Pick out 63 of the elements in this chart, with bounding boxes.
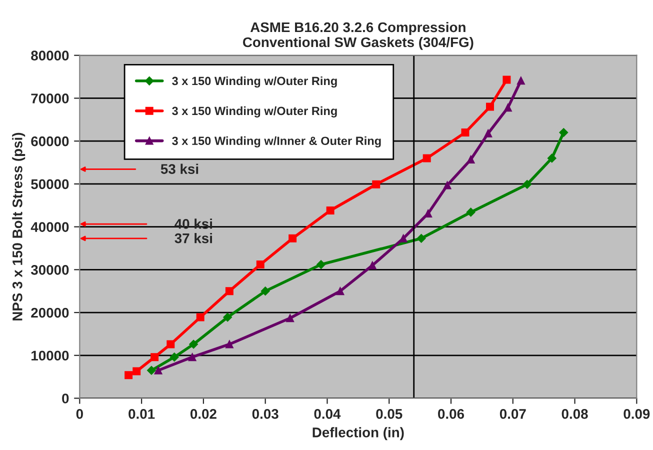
point xyxy=(336,287,344,296)
point xyxy=(256,260,264,269)
point xyxy=(196,313,204,322)
y-tick-label: 20000 xyxy=(31,308,69,318)
point xyxy=(225,287,234,296)
point xyxy=(170,352,179,362)
point xyxy=(416,234,426,243)
y-tick-label: 40000 xyxy=(30,222,69,232)
annotation: 37 ksi xyxy=(174,233,212,244)
point xyxy=(486,102,494,111)
point xyxy=(326,206,334,215)
point xyxy=(316,260,326,269)
x-tick-label: 0.09 xyxy=(624,409,650,419)
point xyxy=(422,154,431,162)
x-tick-label: 0.05 xyxy=(376,409,402,419)
point xyxy=(150,353,159,362)
point xyxy=(124,371,133,380)
point xyxy=(288,234,297,242)
point xyxy=(372,180,380,188)
point xyxy=(132,367,141,376)
x-tick-label: 0.08 xyxy=(562,409,588,419)
point xyxy=(443,181,452,190)
point xyxy=(559,128,568,137)
point xyxy=(547,154,556,163)
x-tick-label: 0.01 xyxy=(128,409,155,419)
y-tick-label: 70000 xyxy=(31,94,69,104)
point xyxy=(461,128,470,136)
legend-label: 3 x 150 Winding w/Inner & Outer Ring xyxy=(172,136,381,148)
y-tick-label: 60000 xyxy=(31,136,69,146)
x-tick-label: 0.06 xyxy=(438,409,464,419)
point xyxy=(166,340,175,348)
point xyxy=(223,312,232,322)
x-tick-label: 0.04 xyxy=(314,409,341,419)
point xyxy=(484,129,492,138)
legend-label: 3 x 150 Winding w/Outer Ring xyxy=(172,106,337,118)
y-tick-label: 10000 xyxy=(32,350,69,361)
point xyxy=(154,366,162,374)
point xyxy=(504,104,512,112)
point xyxy=(188,353,196,362)
point xyxy=(286,314,294,322)
point xyxy=(522,180,532,189)
point xyxy=(466,156,475,164)
x-tick-label: 0 xyxy=(76,409,83,419)
point xyxy=(225,340,234,348)
x-axis-title: Deflection (in) xyxy=(312,427,404,440)
point xyxy=(147,366,156,375)
y-tick-label: 50000 xyxy=(31,179,69,190)
point xyxy=(466,208,476,217)
y-axis-title: NPS 3 x 150 Bolt Stress (psi) xyxy=(12,132,26,320)
chart-title: ASME B16.20 3.2.6 Compression Conventional SW Gaskets (304/FG) xyxy=(242,22,474,50)
annotation: 53 ksi xyxy=(160,164,198,174)
point xyxy=(502,76,511,84)
point xyxy=(516,76,525,85)
x-tick-label: 0.02 xyxy=(190,409,216,419)
x-tick-label: 0.03 xyxy=(252,409,278,419)
y-tick-label: 30000 xyxy=(30,264,69,275)
point xyxy=(424,210,432,218)
point xyxy=(189,340,198,349)
x-tick-label: 0.07 xyxy=(500,409,526,419)
y-tick-label: 0 xyxy=(62,394,69,404)
y-tick-label: 80000 xyxy=(31,50,69,61)
point xyxy=(260,286,270,296)
legend-label: 3 x 150 Winding w/Outer Ring xyxy=(172,76,337,88)
